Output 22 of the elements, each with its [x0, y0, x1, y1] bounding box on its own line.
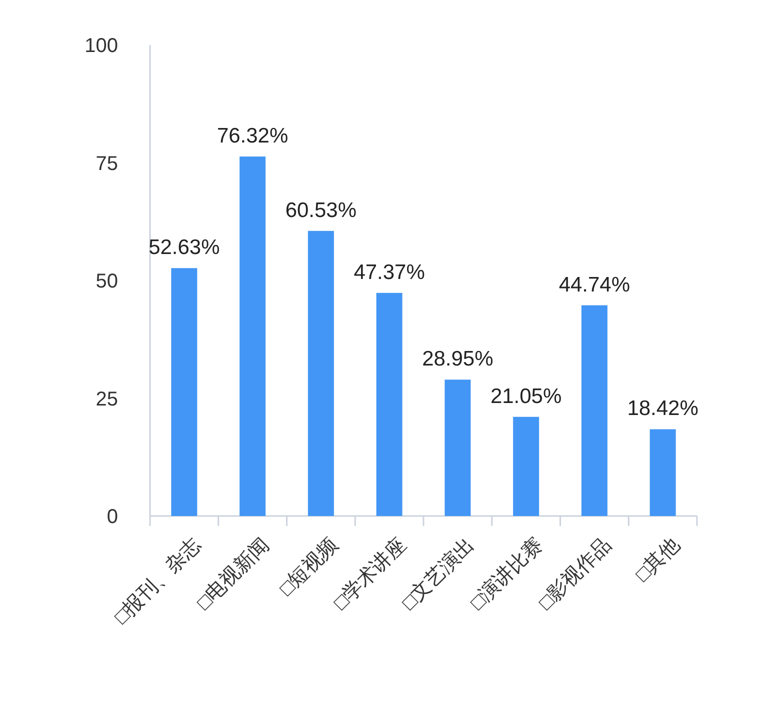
bar — [444, 380, 471, 516]
data-label: 52.63% — [148, 236, 220, 260]
y-tick-label: 25 — [96, 388, 118, 410]
y-tick-label: 50 — [96, 270, 118, 292]
bar — [308, 230, 334, 516]
data-label: 28.95% — [422, 348, 494, 371]
bar — [650, 429, 676, 516]
data-label: 60.53% — [285, 198, 357, 222]
data-label: 18.42% — [627, 397, 698, 420]
y-tick-label: 0 — [106, 506, 118, 528]
x-tick-label: □其他 — [632, 534, 684, 586]
bar — [376, 292, 402, 516]
data-label: 21.05% — [490, 384, 562, 408]
bar — [513, 416, 540, 516]
data-label: 76.32% — [216, 124, 288, 148]
y-tick-label: 75 — [96, 152, 118, 175]
y-tick-label: 100 — [84, 35, 118, 57]
data-label: 47.37% — [354, 260, 425, 284]
bar — [581, 305, 608, 516]
data-label: 44.74% — [558, 273, 630, 296]
bar — [240, 156, 266, 516]
bar — [171, 268, 198, 516]
